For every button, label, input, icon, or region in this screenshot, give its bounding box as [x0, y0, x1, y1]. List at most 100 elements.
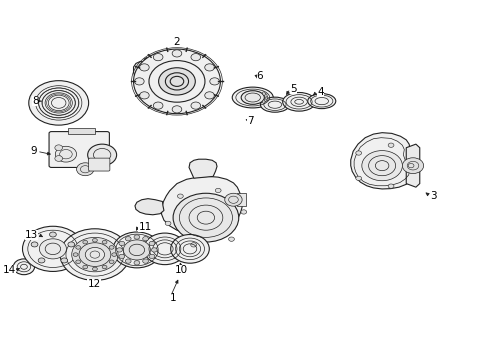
Circle shape — [109, 246, 114, 249]
Ellipse shape — [264, 96, 267, 99]
Circle shape — [215, 188, 221, 193]
Text: 1: 1 — [169, 293, 176, 303]
Circle shape — [109, 260, 114, 264]
Circle shape — [55, 145, 62, 150]
Text: 8: 8 — [32, 96, 39, 106]
Circle shape — [204, 64, 214, 71]
Ellipse shape — [260, 97, 289, 112]
Circle shape — [77, 163, 94, 176]
Circle shape — [68, 242, 75, 247]
Circle shape — [49, 232, 56, 237]
Circle shape — [170, 234, 209, 263]
Circle shape — [55, 156, 62, 161]
Circle shape — [387, 143, 393, 147]
Circle shape — [172, 106, 182, 113]
Circle shape — [149, 254, 155, 258]
Circle shape — [355, 176, 361, 180]
Polygon shape — [406, 144, 419, 187]
Circle shape — [191, 54, 200, 61]
Circle shape — [191, 102, 200, 109]
Circle shape — [143, 233, 186, 265]
Circle shape — [76, 246, 81, 249]
Text: 13: 13 — [25, 230, 39, 239]
Circle shape — [13, 259, 35, 275]
Circle shape — [119, 254, 124, 258]
Circle shape — [76, 260, 81, 264]
Circle shape — [387, 184, 393, 188]
Circle shape — [125, 259, 131, 263]
Circle shape — [190, 243, 196, 247]
Ellipse shape — [282, 93, 315, 111]
Circle shape — [149, 241, 155, 246]
Circle shape — [173, 193, 238, 242]
Text: 2: 2 — [173, 37, 180, 47]
Circle shape — [119, 241, 124, 246]
Circle shape — [165, 221, 171, 225]
Circle shape — [142, 237, 148, 241]
Text: 10: 10 — [175, 265, 188, 275]
Ellipse shape — [262, 92, 265, 95]
FancyBboxPatch shape — [88, 158, 110, 171]
Polygon shape — [189, 159, 217, 178]
Ellipse shape — [264, 98, 266, 102]
Ellipse shape — [241, 91, 264, 104]
Polygon shape — [144, 55, 209, 96]
Circle shape — [60, 229, 129, 280]
Circle shape — [87, 144, 117, 166]
Circle shape — [209, 78, 219, 85]
FancyBboxPatch shape — [49, 132, 109, 167]
Circle shape — [82, 265, 87, 269]
Circle shape — [158, 68, 195, 95]
Text: 7: 7 — [246, 116, 253, 126]
Circle shape — [55, 146, 77, 162]
Circle shape — [355, 151, 361, 155]
Ellipse shape — [264, 94, 266, 97]
Circle shape — [117, 248, 122, 252]
Text: 14: 14 — [3, 265, 16, 275]
Circle shape — [139, 92, 149, 99]
Circle shape — [153, 102, 163, 109]
Circle shape — [102, 240, 107, 244]
Circle shape — [134, 261, 140, 265]
Circle shape — [61, 258, 67, 263]
Circle shape — [113, 232, 161, 268]
Ellipse shape — [232, 87, 273, 108]
Text: 3: 3 — [429, 191, 436, 201]
Circle shape — [38, 258, 45, 263]
Circle shape — [133, 49, 220, 114]
Text: 5: 5 — [290, 84, 296, 94]
Circle shape — [125, 237, 131, 241]
Circle shape — [177, 194, 183, 198]
Text: 6: 6 — [256, 71, 263, 81]
Circle shape — [142, 259, 148, 263]
Circle shape — [102, 265, 107, 269]
Circle shape — [172, 50, 182, 57]
Circle shape — [361, 150, 402, 181]
Text: 4: 4 — [316, 87, 323, 97]
Circle shape — [92, 267, 97, 271]
Circle shape — [85, 247, 104, 262]
Circle shape — [241, 210, 246, 214]
Circle shape — [31, 242, 38, 247]
Circle shape — [407, 163, 413, 168]
Bar — [237, 193, 245, 206]
Circle shape — [112, 253, 117, 256]
Circle shape — [134, 235, 140, 239]
Circle shape — [22, 226, 83, 271]
Polygon shape — [350, 133, 416, 189]
Circle shape — [151, 248, 157, 252]
Circle shape — [228, 237, 234, 241]
Circle shape — [204, 92, 214, 99]
Bar — [68, 128, 95, 134]
Circle shape — [29, 81, 88, 125]
Circle shape — [123, 240, 150, 260]
Text: 9: 9 — [30, 146, 37, 156]
Circle shape — [153, 54, 163, 61]
Polygon shape — [133, 62, 154, 95]
Circle shape — [134, 78, 144, 85]
Circle shape — [40, 239, 66, 259]
Text: 12: 12 — [87, 279, 101, 289]
Circle shape — [72, 237, 118, 272]
Text: 11: 11 — [138, 222, 151, 231]
Ellipse shape — [262, 100, 265, 103]
